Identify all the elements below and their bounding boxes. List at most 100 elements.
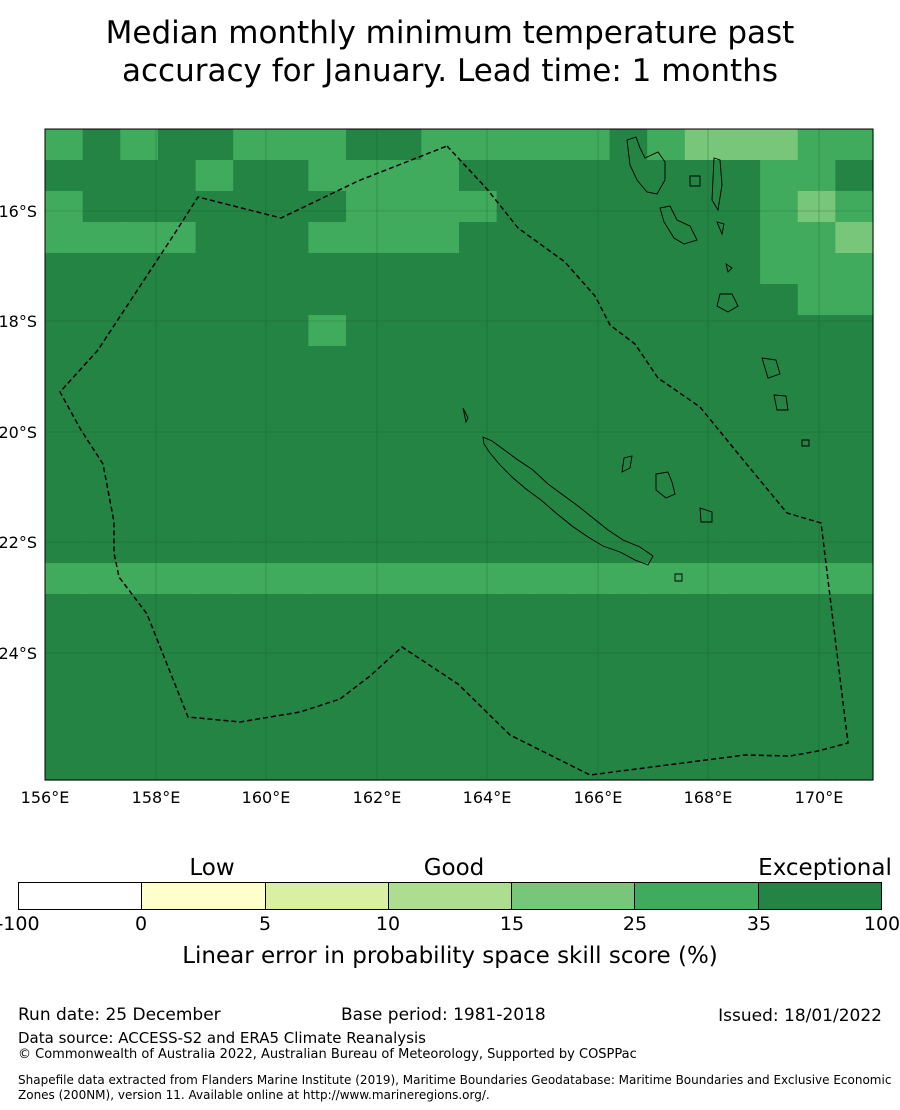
skill-cell (459, 315, 498, 347)
category-good: Good (423, 855, 485, 881)
skill-cell (421, 191, 460, 223)
skill-cell (760, 129, 799, 161)
skill-cell (647, 439, 686, 471)
skill-cell (496, 656, 535, 688)
skill-cell (157, 687, 197, 719)
skill-cell (346, 625, 385, 657)
skill-cell (82, 284, 121, 316)
chart-title: Median monthly minimum temperature past … (0, 14, 900, 90)
skill-cell (609, 563, 648, 595)
skill-cell (82, 377, 121, 409)
skill-cell (797, 284, 836, 316)
shapefile-credit-line-2: Zones (200NM), version 11. Available onl… (18, 1088, 490, 1102)
skill-cell (609, 284, 648, 316)
skill-cell (346, 718, 385, 750)
skill-cell (722, 129, 761, 161)
shapefile-credit-line-1: Shapefile data extracted from Flanders M… (18, 1073, 892, 1087)
vanuatu-coastline (626, 136, 789, 411)
skill-cell (82, 160, 121, 192)
skill-cell (308, 501, 347, 533)
skill-cell (82, 346, 121, 378)
skill-cell (647, 656, 686, 688)
skill-cell (45, 284, 84, 316)
colorbar-segment (758, 883, 881, 909)
skill-cell (534, 501, 573, 533)
skill-cell (534, 315, 573, 347)
skill-cell (684, 284, 724, 316)
skill-cell (534, 191, 573, 223)
skill-cell (496, 532, 535, 564)
skill-cell (571, 222, 611, 254)
skill-cell (797, 470, 836, 502)
skill-cell (308, 222, 347, 254)
skill-cell (82, 656, 121, 688)
colorbar-tick: 25 (622, 913, 648, 935)
skill-cell (45, 718, 84, 750)
skill-cell (45, 377, 84, 409)
skill-cell (534, 439, 573, 471)
skill-cell (797, 160, 836, 192)
skill-cell (647, 253, 686, 285)
skill-cell (722, 563, 761, 595)
skill-cell (647, 501, 686, 533)
skill-cell (346, 656, 385, 688)
skill-cell (82, 563, 121, 595)
skill-cell (722, 439, 761, 471)
skill-cell (45, 625, 84, 657)
skill-cell (45, 253, 84, 285)
skill-cell (722, 594, 761, 626)
skill-cell (421, 532, 460, 564)
skill-cell (45, 408, 84, 440)
colorbar-segment (388, 883, 513, 909)
skill-cell (233, 439, 272, 471)
skill-cell (722, 408, 761, 440)
skill-cell (233, 253, 272, 285)
skill-cell (383, 687, 422, 719)
skill-cell (233, 408, 272, 440)
skill-cell (383, 656, 422, 688)
skill-cell (496, 439, 535, 471)
category-exceptional: Exceptional (758, 855, 892, 881)
skill-cell (270, 346, 310, 378)
skill-cell (459, 594, 498, 626)
skill-cell (421, 408, 460, 440)
skill-cell (609, 625, 648, 657)
lon-label: 170°E (795, 788, 844, 807)
skill-cell (534, 718, 573, 750)
skill-cell (534, 408, 573, 440)
skill-cell (45, 346, 84, 378)
skill-cell (459, 377, 498, 409)
skill-cell (120, 439, 159, 471)
skill-cell (571, 253, 611, 285)
skill-cell (195, 253, 234, 285)
lat-label: 16°S (0, 202, 37, 221)
skill-cell (534, 253, 573, 285)
skill-cell (459, 718, 498, 750)
skill-cell (421, 594, 460, 626)
colorbar-tick: 5 (258, 913, 272, 935)
skill-cell (571, 656, 611, 688)
skill-cell (684, 222, 724, 254)
skill-cell (647, 284, 686, 316)
skill-cell (459, 563, 498, 595)
data-source: Data source: ACCESS-S2 and ERA5 Climate … (18, 1029, 426, 1047)
skill-cell (459, 625, 498, 657)
skill-cell (760, 501, 799, 533)
skill-cell (421, 377, 460, 409)
lat-label: 24°S (0, 644, 37, 663)
base-period: Base period: 1981-2018 (341, 1005, 546, 1025)
skill-cell (157, 160, 197, 192)
skill-cell (835, 222, 874, 254)
skill-cell (797, 439, 836, 471)
skill-cell (120, 594, 159, 626)
skill-cell (270, 284, 310, 316)
skill-cell (496, 315, 535, 347)
skill-cell (496, 284, 535, 316)
skill-cell (459, 501, 498, 533)
skill-cell (308, 563, 347, 595)
skill-cell (647, 377, 686, 409)
skill-cell (571, 625, 611, 657)
skill-cell (157, 129, 197, 161)
skill-cell (496, 625, 535, 657)
skill-cell (270, 501, 310, 533)
